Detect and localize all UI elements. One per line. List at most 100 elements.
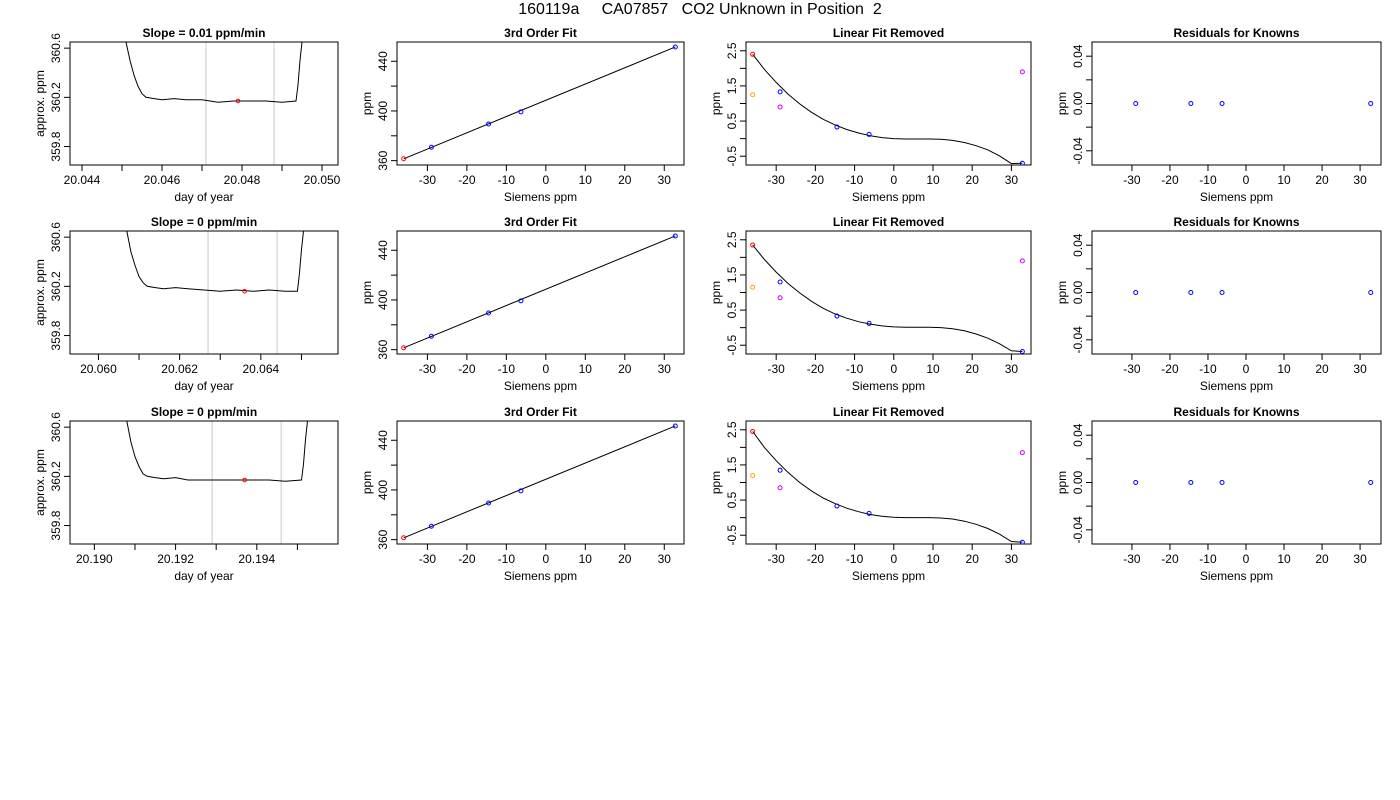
- y-tick-label: 0.04: [1071, 233, 1085, 257]
- x-tick-label: 20: [966, 552, 980, 566]
- panel-title: Slope = 0 ppm/min: [151, 405, 257, 419]
- x-tick-label: 20.190: [76, 552, 113, 566]
- x-tick-label: 30: [658, 362, 672, 376]
- known-point: [428, 144, 434, 150]
- y-tick-label: 360.6: [49, 412, 63, 442]
- plot-frame: [1091, 420, 1382, 545]
- panel-7: Linear Fit Removed -30 -20 -10 0 10 20 30 -0.5 0.…: [709, 215, 1032, 393]
- known-point: [866, 131, 872, 137]
- y-tick-label: -0.5: [725, 335, 739, 356]
- y-tick-label: 2.5: [725, 42, 739, 59]
- x-tick-label: -20: [458, 362, 476, 376]
- y-tick-label: -0.04: [1071, 137, 1085, 165]
- x-tick-label: 20: [966, 362, 980, 376]
- panel-title: 3rd Order Fit: [504, 26, 577, 40]
- x-tick-label: 0: [890, 173, 897, 187]
- y-tick-label: 0.00: [1071, 470, 1085, 494]
- x-tick-label: 30: [658, 173, 672, 187]
- data-layer: [750, 429, 1025, 544]
- x-tick-label: -20: [807, 552, 825, 566]
- panel-9: Slope = 0 ppm/min 20.190 20.192 20.194 359.8…: [33, 405, 339, 583]
- y-axis-label: ppm: [709, 471, 723, 494]
- y-tick-label: 1.5: [725, 456, 739, 473]
- x-axis-label: Siemens ppm: [852, 569, 925, 583]
- x-tick-label: 10: [579, 552, 593, 566]
- unknown-point: [401, 535, 407, 541]
- x-tick-label: 20.192: [157, 552, 194, 566]
- x-tick-label: -30: [1123, 173, 1141, 187]
- x-tick-label: 0: [542, 362, 549, 376]
- known-point: [866, 320, 872, 326]
- y-tick-label: -0.04: [1071, 326, 1085, 354]
- y-axis-label: ppm: [360, 92, 374, 115]
- unknown-point: [750, 51, 756, 57]
- data-layer: [1133, 290, 1374, 295]
- x-axis-label: Siemens ppm: [504, 190, 577, 204]
- y-tick-label: 440: [376, 51, 390, 71]
- extra2-point: [777, 485, 783, 491]
- known-point: [1219, 101, 1225, 106]
- known-point: [672, 44, 678, 50]
- x-tick-label: 0: [1243, 552, 1250, 566]
- data-layer: [126, 421, 308, 483]
- extra2-point: [777, 104, 783, 110]
- plot-frame: [745, 41, 1032, 166]
- y-axis-label: ppm: [1055, 281, 1069, 304]
- unknown-point: [401, 156, 407, 162]
- known-point: [1368, 480, 1374, 485]
- y-tick-label: 359.8: [49, 320, 63, 350]
- y-axis-label: ppm: [709, 92, 723, 115]
- x-tick-label: -30: [1123, 362, 1141, 376]
- x-tick-label: 10: [1277, 173, 1291, 187]
- x-tick-label: 0: [542, 552, 549, 566]
- x-tick-label: 20.046: [144, 173, 181, 187]
- y-tick-label: 0.00: [1071, 91, 1085, 115]
- y-tick-label: 2.5: [725, 421, 739, 438]
- known-point: [777, 467, 783, 473]
- known-point: [1188, 101, 1194, 106]
- x-tick-label: -30: [768, 362, 786, 376]
- x-tick-label: -20: [1161, 552, 1179, 566]
- panel-title: Linear Fit Removed: [833, 405, 944, 419]
- known-point: [834, 124, 840, 130]
- extra1-point: [750, 472, 756, 478]
- x-tick-label: 30: [1005, 173, 1019, 187]
- x-tick-label: -10: [846, 552, 864, 566]
- panel-6: 3rd Order Fit -30 -20 -10 0 10 20 30 360 400 440 Si…: [360, 215, 685, 393]
- data-layer: [126, 231, 304, 294]
- known-point: [672, 423, 678, 429]
- y-tick-label: 0.04: [1071, 44, 1085, 68]
- known-point: [834, 503, 840, 509]
- ppm-trace-line: [126, 421, 308, 482]
- x-tick-label: -10: [846, 173, 864, 187]
- x-tick-label: 0: [890, 362, 897, 376]
- x-tick-label: -20: [458, 552, 476, 566]
- plot-frame: [1091, 230, 1382, 355]
- x-tick-label: 20: [1315, 173, 1329, 187]
- y-tick-label: 0.5: [725, 112, 739, 129]
- x-tick-label: 20.060: [80, 362, 117, 376]
- unknown-point: [401, 345, 407, 351]
- plot-frame: [69, 41, 339, 166]
- x-tick-label: -10: [1199, 362, 1217, 376]
- x-tick-label: 20.062: [161, 362, 198, 376]
- y-axis-label: approx. ppm: [33, 70, 47, 137]
- plot-frame: [745, 230, 1032, 355]
- x-tick-label: -30: [419, 552, 437, 566]
- x-tick-label: 20.064: [242, 362, 279, 376]
- x-tick-label: -10: [498, 552, 516, 566]
- extra2-point: [777, 295, 783, 301]
- x-tick-label: 30: [1353, 173, 1367, 187]
- x-axis-label: day of year: [174, 190, 233, 204]
- known-point: [518, 488, 524, 494]
- panel-12: Residuals for Knowns -30 -20 -10 0 10 20 30 -0.0…: [1055, 405, 1382, 583]
- panel-8: Residuals for Knowns -30 -20 -10 0 10 20 30 -0.0…: [1055, 215, 1382, 393]
- plot-frame: [69, 420, 339, 545]
- panel-title: Linear Fit Removed: [833, 26, 944, 40]
- x-tick-label: -30: [419, 173, 437, 187]
- panel-title: Residuals for Knowns: [1173, 405, 1299, 419]
- plot-frame: [745, 420, 1032, 545]
- x-tick-label: 20: [618, 362, 632, 376]
